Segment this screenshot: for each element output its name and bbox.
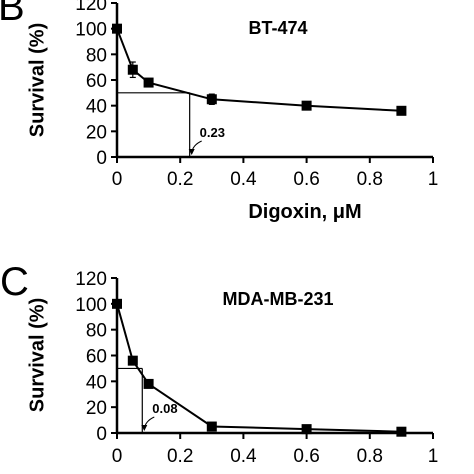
y-tick-label: 100 bbox=[75, 295, 107, 316]
panel-letter-c: C bbox=[0, 260, 29, 304]
y-tick-label: 40 bbox=[86, 372, 107, 393]
x-tick-label: 1 bbox=[428, 169, 439, 190]
data-point bbox=[127, 355, 138, 366]
y-axis-label: Survival (%) bbox=[26, 23, 48, 137]
ic50-arrowhead bbox=[141, 425, 148, 431]
x-tick-label: 0.8 bbox=[357, 446, 383, 467]
ic50-arrowhead bbox=[188, 149, 195, 155]
y-tick-label: 20 bbox=[86, 398, 107, 419]
y-tick-label: 60 bbox=[86, 347, 107, 368]
y-axis-label: Survival (%) bbox=[26, 298, 48, 412]
x-tick-label: 0 bbox=[112, 446, 123, 467]
y-tick-label: 100 bbox=[75, 20, 107, 41]
chart-title: MDA-MB-231 bbox=[222, 289, 333, 309]
y-tick-label: 120 bbox=[75, 269, 107, 290]
ic50-label: 0.23 bbox=[200, 125, 225, 140]
x-tick-label: 0.4 bbox=[230, 169, 257, 190]
y-tick-label: 0 bbox=[96, 424, 107, 445]
y-tick-label: 40 bbox=[86, 97, 107, 118]
data-point bbox=[112, 23, 122, 34]
series-line bbox=[116, 28, 402, 112]
x-axis-label: Digoxin, μM bbox=[248, 201, 361, 223]
y-tick-label: 80 bbox=[86, 45, 107, 66]
chart-panel-b: 0 20 40 60 80 100 120 0 0.2 0.4 0.6 0.8 1 BT-474 Survi… bbox=[26, 0, 438, 223]
panel-letter-b: B bbox=[0, 0, 25, 29]
data-point bbox=[143, 378, 154, 389]
x-tick-label: 0 bbox=[112, 169, 123, 190]
chart-title: BT-474 bbox=[248, 18, 307, 38]
data-point bbox=[301, 100, 312, 111]
data-point bbox=[206, 94, 217, 105]
series-line bbox=[116, 303, 402, 433]
x-tick-label: 0.2 bbox=[167, 446, 193, 467]
data-point bbox=[112, 298, 122, 309]
data-point bbox=[127, 64, 138, 75]
x-tick-label: 0.6 bbox=[293, 446, 319, 467]
data-point bbox=[301, 424, 312, 435]
x-tick-label: 0.2 bbox=[167, 169, 193, 190]
data-point bbox=[143, 77, 154, 88]
y-tick-label: 0 bbox=[96, 148, 107, 169]
y-tick-label: 120 bbox=[75, 0, 107, 15]
x-tick-label: 0.6 bbox=[293, 169, 319, 190]
data-point bbox=[396, 105, 407, 116]
x-tick-label: 0.4 bbox=[230, 446, 257, 467]
y-tick-label: 80 bbox=[86, 321, 107, 342]
ic50-label: 0.08 bbox=[152, 401, 177, 416]
data-point bbox=[396, 426, 407, 437]
data-point bbox=[206, 421, 217, 432]
y-tick-label: 60 bbox=[86, 71, 107, 92]
chart-panel-c: 0 20 40 60 80 100 120 0 0.2 0.4 0.6 0.8 1 MDA-MB-231 S… bbox=[26, 269, 438, 467]
x-tick-label: 0.8 bbox=[357, 169, 383, 190]
y-tick-label: 20 bbox=[86, 122, 107, 143]
x-tick-label: 1 bbox=[428, 446, 439, 467]
